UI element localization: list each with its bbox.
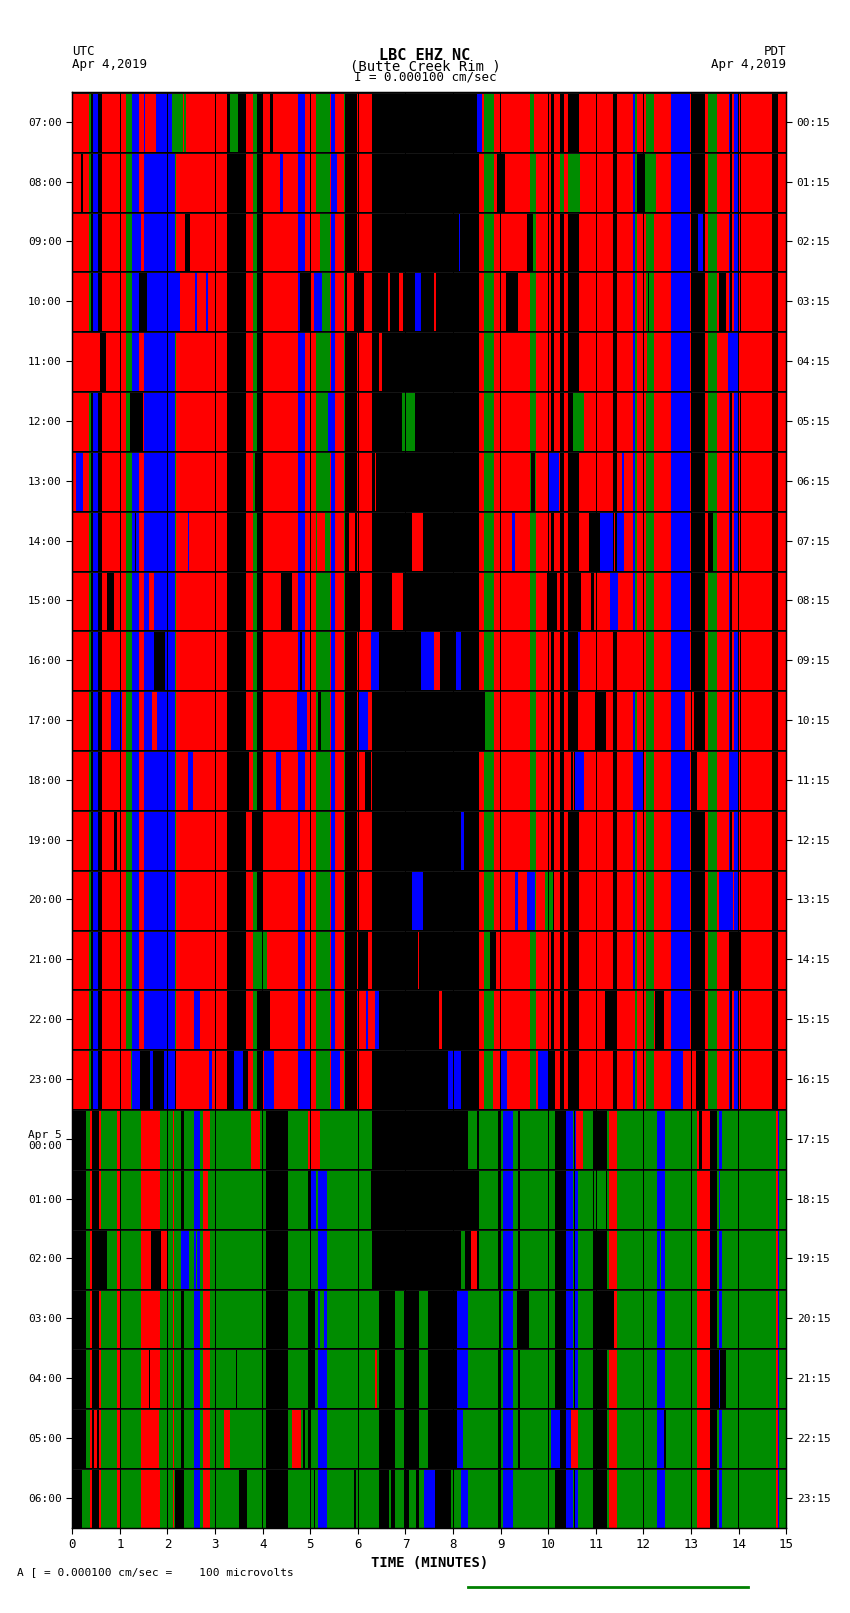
Text: A [ = 0.000100 cm/sec =    100 microvolts: A [ = 0.000100 cm/sec = 100 microvolts — [17, 1568, 294, 1578]
X-axis label: TIME (MINUTES): TIME (MINUTES) — [371, 1557, 488, 1571]
Text: PDT: PDT — [764, 45, 786, 58]
Text: Apr 4,2019: Apr 4,2019 — [711, 58, 786, 71]
Text: I = 0.000100 cm/sec: I = 0.000100 cm/sec — [354, 71, 496, 84]
Text: UTC: UTC — [72, 45, 94, 58]
Text: LBC EHZ NC: LBC EHZ NC — [379, 48, 471, 63]
Text: Apr 4,2019: Apr 4,2019 — [72, 58, 147, 71]
Text: (Butte Creek Rim ): (Butte Creek Rim ) — [349, 60, 501, 74]
